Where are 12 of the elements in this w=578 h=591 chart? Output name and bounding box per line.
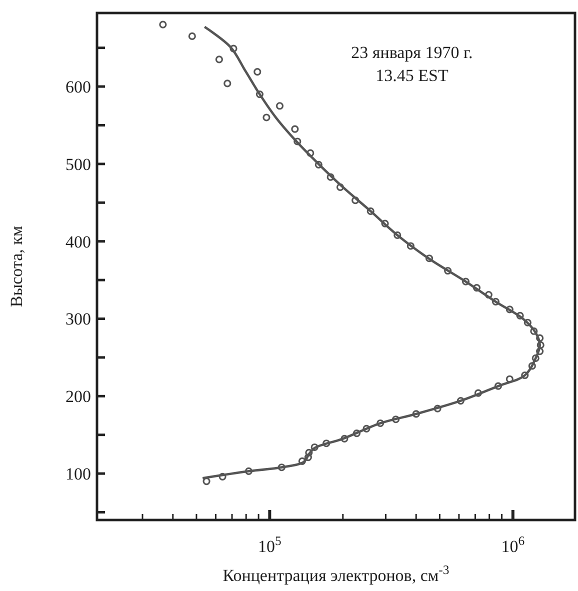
annotation: 13.45 EST: [376, 66, 449, 85]
y-tick-label: 600: [66, 78, 91, 97]
annotation: 23 января 1970 г.: [351, 43, 473, 62]
y-tick-label: 400: [66, 232, 91, 252]
x-axis-title: Концентрация электронов, см$^{-3}$: [222, 563, 450, 585]
y-tick-label: 500: [66, 154, 91, 174]
y-axis-title: Высота, км: [7, 226, 26, 308]
y-tick-label: 100: [66, 464, 91, 484]
y-tick-label: 200: [66, 387, 91, 406]
x-tick-label: 10$^{5}$: [258, 534, 282, 556]
y-tick-label: 300: [66, 310, 91, 329]
x-tick-label: 10$^{6}$: [501, 534, 525, 556]
